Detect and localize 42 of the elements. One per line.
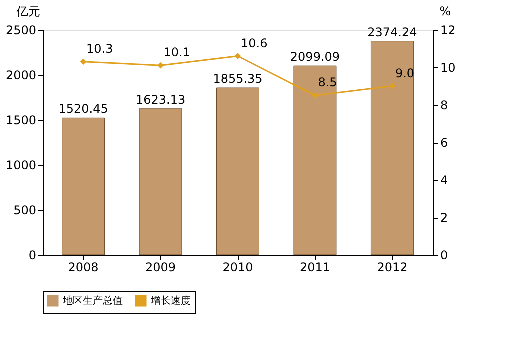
bar (62, 118, 106, 256)
y2-tick-label: 4 (440, 174, 448, 188)
bar (370, 41, 414, 256)
data-label: 9.0 (395, 66, 415, 80)
bar (139, 108, 182, 256)
x-tick-label: 2012 (377, 260, 408, 274)
data-label: 2099.09 (290, 50, 340, 64)
y2-tick-label: 8 (440, 98, 448, 112)
y2-axis-title: % (440, 4, 452, 18)
y-tick-label: 1500 (6, 114, 36, 128)
y-tick-label: 2000 (6, 68, 36, 82)
legend-label: 增长速度 (150, 295, 191, 307)
point (389, 83, 396, 90)
y-tick-label: 500 (14, 204, 36, 218)
x-tick-label: 2010 (222, 260, 254, 274)
y-tick-label: 1000 (6, 158, 36, 172)
point (234, 53, 242, 60)
data-label: 8.5 (318, 76, 338, 90)
point (158, 62, 164, 69)
x-tick-label: 2011 (300, 260, 330, 274)
data-label: 1520.45 (58, 102, 108, 116)
data-label: 1623.13 (136, 92, 186, 107)
y-tick-label: 2500 (6, 24, 36, 38)
data-label: 2374.24 (368, 25, 418, 40)
y2-tick-label: 6 (440, 136, 448, 150)
data-label: 10.3 (86, 42, 114, 56)
x-tick-label: 2008 (68, 260, 99, 274)
y2-tick-label: 12 (440, 24, 456, 38)
point (312, 92, 318, 99)
bar (216, 88, 260, 256)
y-tick-label: 0 (28, 248, 36, 262)
data-label: 10.6 (241, 36, 268, 50)
y-axis-title: 亿元 (16, 4, 40, 18)
x-tick-label: 2009 (146, 260, 176, 274)
point (80, 58, 87, 66)
legend-label: 地区生产总值 (62, 295, 123, 307)
data-label: 1855.35 (213, 72, 263, 86)
y2-tick-label: 0 (440, 248, 448, 262)
y2-tick-label: 2 (440, 211, 448, 225)
y2-tick-label: 10 (440, 61, 456, 75)
bar (294, 66, 337, 256)
data-label: 10.1 (164, 46, 190, 60)
